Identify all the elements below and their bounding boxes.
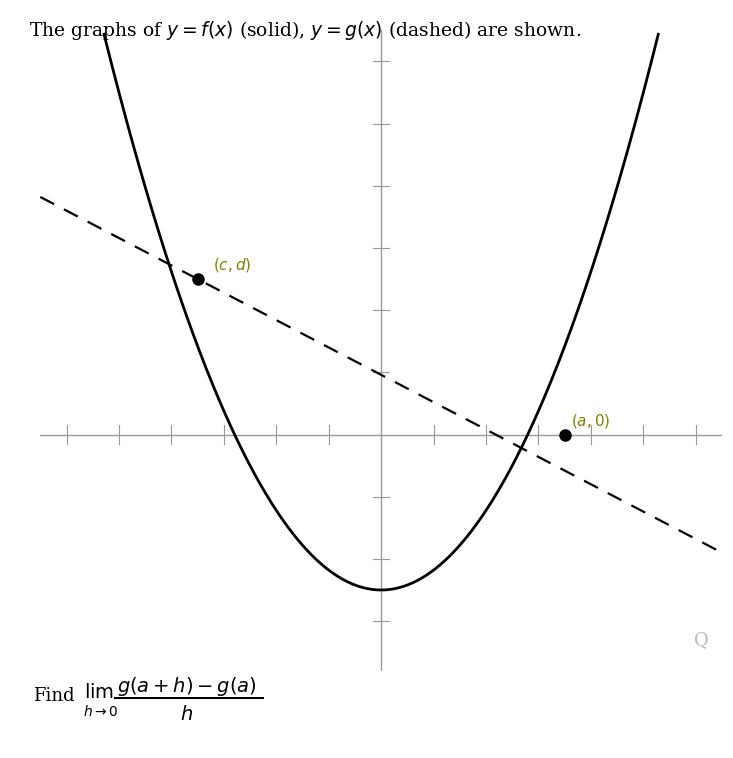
Text: Q: Q	[693, 631, 708, 649]
Text: $g(a + h) - g(a)$: $g(a + h) - g(a)$	[117, 675, 257, 698]
Text: $\lim$: $\lim$	[84, 682, 114, 702]
Text: $(c,d)$: $(c,d)$	[213, 256, 251, 274]
Text: $h \to 0$: $h \to 0$	[83, 703, 119, 719]
Text: Find: Find	[33, 687, 75, 705]
Text: $h$: $h$	[180, 704, 194, 724]
Text: The graphs of $y = f(x)$ (solid), $y = g(x)$ (dashed) are shown.: The graphs of $y = f(x)$ (solid), $y = g…	[29, 19, 581, 42]
Text: $(a,0)$: $(a,0)$	[571, 412, 611, 430]
